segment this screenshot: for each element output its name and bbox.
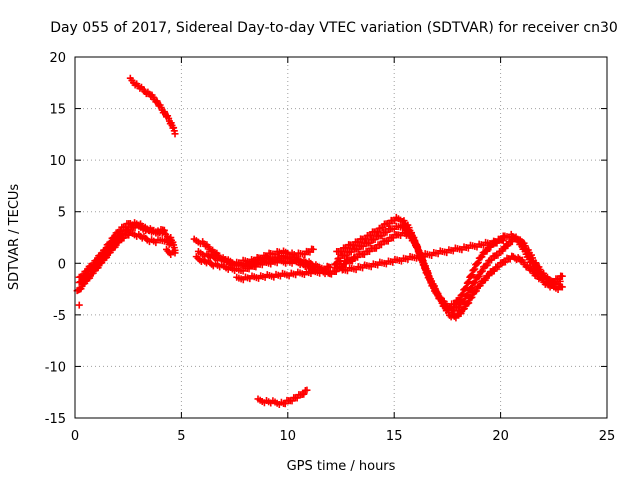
y-axis-label: SDTVAR / TECUs [7,184,22,291]
x-tick-label: 20 [492,429,509,444]
series-track-d-scatter [233,254,358,284]
y-tick-label: 0 [58,257,66,272]
data-point [485,271,493,279]
y-tick-label: -10 [45,360,66,375]
data-point [490,267,498,275]
data-point [84,266,92,274]
data-point [98,250,106,258]
data-point [326,263,334,271]
data-point [457,309,465,317]
y-tick-label: -15 [45,412,66,427]
data-point [89,261,97,269]
y-tick-label: -5 [53,309,66,324]
data-point [377,241,385,249]
data-point [476,282,484,290]
data-point [111,233,119,241]
x-tick-label: 25 [599,429,616,444]
data-point [499,247,507,255]
data-point [374,228,382,236]
data-point [471,265,479,273]
data-point [300,390,308,398]
data-point [303,386,311,394]
data-point [383,228,391,236]
data-point [478,253,486,261]
data-point [488,256,496,264]
data-point [460,305,468,313]
series-track-a-high [75,219,168,281]
data-point [468,284,476,292]
series-track-c-low [254,386,311,409]
data-point [474,258,482,266]
data-point [120,230,128,238]
data-point [481,276,489,284]
data-point [479,267,487,275]
data-point [116,227,124,235]
data-point [309,245,317,253]
data-point [116,234,124,242]
x-axis-label: GPS time / hours [287,459,396,474]
data-point [501,234,509,242]
data-point [338,247,346,255]
data-point [378,232,386,240]
series-track-a-tail [163,245,179,258]
data-point [121,223,129,231]
data-point [558,272,566,280]
data-point [332,268,340,276]
x-tick-label: 0 [71,429,79,444]
data-point [93,256,101,264]
y-tick-label: 5 [58,206,66,221]
data-point [102,245,110,253]
data-point [171,249,179,257]
data-points [73,74,566,409]
data-point [342,252,350,260]
data-point [371,236,379,244]
data-point [75,301,83,309]
data-point [362,235,370,243]
data-point [483,261,491,269]
data-point [372,244,380,252]
series-outlier [75,301,83,309]
x-tick-label: 15 [386,429,403,444]
data-point [171,130,179,138]
data-point [465,299,473,307]
data-point [80,272,88,280]
series-track-b-high [126,74,179,138]
data-point [472,287,480,295]
series-track-e-upper [333,213,566,311]
plot-frame [74,56,608,419]
y-tick-label: 15 [49,103,66,118]
data-point [468,293,476,301]
series-track-e-scatter [331,234,509,275]
x-tick-label: 5 [177,429,185,444]
data-point [107,239,115,247]
data-point [504,242,512,250]
data-point [494,251,502,259]
data-point [501,258,509,266]
data-point [384,237,392,245]
data-point [508,238,516,246]
data-point [464,291,472,299]
x-tick-label: 10 [280,429,297,444]
y-tick-label: 10 [49,154,66,169]
y-tick-label: 20 [49,51,66,66]
data-point [77,285,85,293]
data-point [379,224,387,232]
ticks: 0 5 10 15 20 25 -15 -10 -5 0 5 10 15 20 [45,51,616,444]
data-point [366,239,374,247]
data-point [367,231,375,239]
chart-title: Day 055 of 2017, Sidereal Day-to-day VTE… [50,20,618,36]
data-point [475,272,483,280]
grid [75,57,607,418]
data-point [483,247,491,255]
data-point [558,283,566,291]
data-point [495,263,503,271]
data-point [471,278,479,286]
data-point [452,314,460,322]
series-track-a-low [73,228,175,295]
data-point [160,226,168,234]
